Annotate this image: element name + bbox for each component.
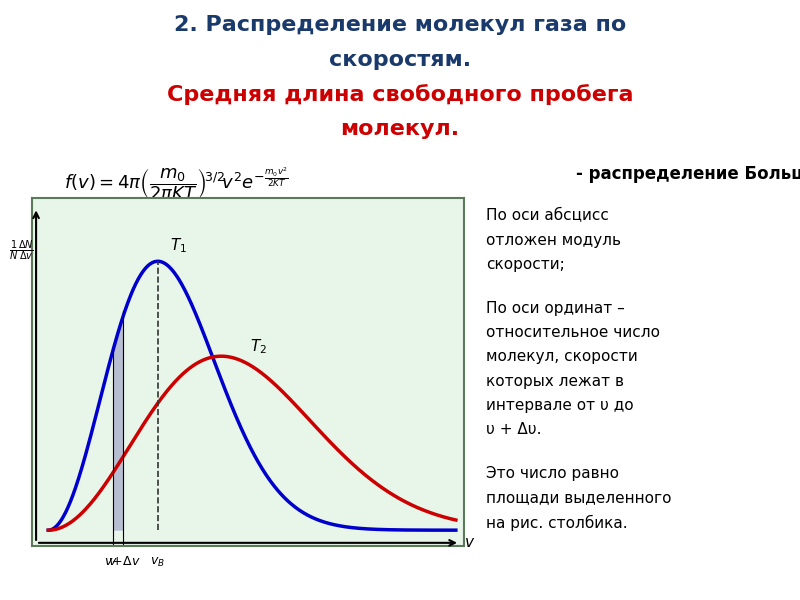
- Text: интервале от υ до: интервале от υ до: [486, 398, 634, 413]
- Text: скоростям.: скоростям.: [329, 50, 471, 70]
- Text: $v_B$: $v_B$: [150, 556, 165, 569]
- Text: $v$: $v$: [108, 556, 118, 568]
- Text: - распределение Больцман: - распределение Больцман: [576, 165, 800, 183]
- Text: которых лежат в: которых лежат в: [486, 374, 624, 389]
- Text: $T_2$: $T_2$: [250, 337, 267, 356]
- Text: υ + Δυ.: υ + Δυ.: [486, 422, 542, 437]
- Text: Это число равно: Это число равно: [486, 466, 619, 481]
- Text: По оси абсцисс: По оси абсцисс: [486, 208, 610, 223]
- Text: 2. Распределение молекул газа по: 2. Распределение молекул газа по: [174, 16, 626, 35]
- Text: $v\!+\!\Delta v$: $v\!+\!\Delta v$: [105, 556, 142, 568]
- Text: молекул.: молекул.: [341, 119, 459, 139]
- Text: площади выделенного: площади выделенного: [486, 490, 672, 505]
- Text: По оси ординат –: По оси ординат –: [486, 301, 625, 316]
- Text: скорости;: скорости;: [486, 257, 565, 272]
- Text: $f(v) = 4\pi\left(\dfrac{m_0}{2\pi KT}\right)^{\!3/2}\!v^2 e^{-\frac{m_0 v^2}{2K: $f(v) = 4\pi\left(\dfrac{m_0}{2\pi KT}\r…: [64, 165, 289, 202]
- Text: на рис. столбика.: на рис. столбика.: [486, 515, 628, 531]
- Text: отложен модуль: отложен модуль: [486, 233, 622, 248]
- Text: $\frac{1}{N}\frac{\Delta N}{\Delta v}$: $\frac{1}{N}\frac{\Delta N}{\Delta v}$: [9, 239, 34, 263]
- Text: относительное число: относительное число: [486, 325, 661, 340]
- Text: $v$: $v$: [464, 535, 475, 550]
- Text: Средняя длина свободного пробега: Средняя длина свободного пробега: [166, 85, 634, 106]
- Text: молекул, скорости: молекул, скорости: [486, 349, 638, 364]
- Text: $T_1$: $T_1$: [170, 236, 187, 255]
